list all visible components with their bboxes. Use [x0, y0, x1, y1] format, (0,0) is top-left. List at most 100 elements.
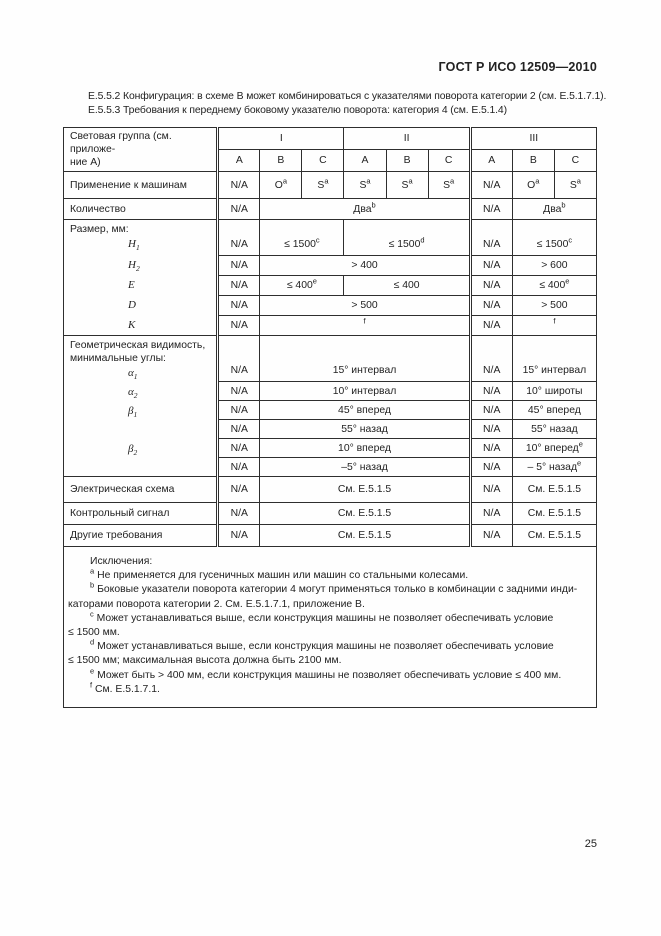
table-cell: > 500: [511, 295, 598, 316]
row-geometry-b1-back: N/A 55° назад N/A 55° назад: [64, 419, 598, 439]
table-cell: Oa: [511, 171, 555, 199]
table-cell: 10° интервал: [259, 381, 471, 401]
group-header-III: III: [468, 127, 598, 150]
subcol-header: A: [216, 149, 261, 172]
subcol-header: C: [301, 149, 345, 172]
table-cell: ≤ 400e: [259, 275, 345, 296]
table-cell: N/A: [216, 457, 261, 477]
table-cell: См. Е.5.1.5: [511, 502, 598, 525]
table-cell: ≤ 400: [343, 275, 471, 296]
header-row-groups: Световая группа (см. приложе- ние А) I I…: [62, 127, 598, 172]
geometry-title-line2: минимальные углы:: [70, 353, 166, 364]
size-var-e: E: [128, 279, 135, 291]
table-cell: 10° вперед: [259, 438, 471, 458]
table-cell: N/A: [468, 400, 513, 420]
table-cell: N/A: [468, 275, 513, 296]
page-number: 25: [584, 838, 597, 850]
table-cell: N/A: [216, 335, 261, 382]
row-size-k: N/A f N/A f: [64, 315, 598, 336]
table-cell: N/A: [216, 419, 261, 439]
header-row-subcols: A B C A B C A B C: [64, 149, 598, 172]
subcol-header: A: [468, 149, 513, 172]
table-cell: Sa: [553, 171, 598, 199]
table-cell: N/A: [216, 275, 261, 296]
geometry-section-label: Геометрическая видимость, минимальные уг…: [62, 335, 219, 477]
table-cell: Sa: [301, 171, 345, 199]
table-cell: Дваb: [259, 198, 471, 220]
spec-table-container: Световая группа (см. приложе- ние А) I I…: [62, 127, 598, 708]
table-cell: N/A: [468, 438, 513, 458]
table-cell: См. Е.5.1.5: [259, 524, 471, 547]
table-cell: N/A: [468, 381, 513, 401]
table-cell: N/A: [216, 438, 261, 458]
table-cell: ≤ 1500c: [259, 219, 345, 256]
row-other-requirements: Другие требования N/A См. Е.5.1.5 N/A См…: [62, 524, 598, 547]
row-label: Количество: [62, 198, 219, 220]
table-cell: N/A: [216, 524, 261, 547]
geometry-var-alpha1: α1: [128, 367, 138, 382]
table-cell: N/A: [468, 255, 513, 276]
row-label: Электрическая схема: [62, 476, 219, 503]
table-cell: 45° вперед: [511, 400, 598, 420]
subcol-header: B: [259, 149, 303, 172]
note-d: d Может устанавливаться выше, если конст…: [68, 637, 554, 667]
group-header-II: II: [343, 127, 471, 150]
table-cell: 15° интервал: [511, 335, 598, 382]
table-cell: N/A: [216, 255, 261, 276]
table-cell: ≤ 1500d: [343, 219, 471, 256]
table-cell: См. Е.5.1.5: [511, 476, 598, 503]
row-application: Применение к машинам N/A Oa Sa Sa Sa Sa …: [62, 171, 598, 199]
table-cell: N/A: [216, 502, 261, 525]
table-cell: f: [259, 315, 471, 336]
table-cell: Sa: [343, 171, 387, 199]
row-geometry-a1: Геометрическая видимость, минимальные уг…: [62, 335, 598, 477]
intro-text: Е.5.5.2 Конфигурация: в схеме В может ко…: [63, 90, 623, 118]
row-electrical: Электрическая схема N/A См. Е.5.1.5 N/A …: [62, 476, 598, 503]
table-cell: f: [511, 315, 598, 336]
spec-table: Световая группа (см. приложе- ние А) I I…: [62, 127, 598, 708]
table-cell: N/A: [216, 295, 261, 316]
table-cell: 10° впередe: [511, 438, 598, 458]
size-var-h1: H1: [128, 238, 140, 253]
table-cell: См. Е.5.1.5: [511, 524, 598, 547]
table-cell: N/A: [468, 335, 513, 382]
light-group-label: Световая группа (см. приложе- ние А): [70, 131, 172, 168]
subcol-header: C: [553, 149, 598, 172]
table-cell: 10° широты: [511, 381, 598, 401]
note-c: c Может устанавливаться выше, если конст…: [68, 609, 554, 639]
note-b: b Боковые указатели поворота категории 4…: [68, 580, 578, 610]
col-header-light-group: Световая группа (см. приложе- ние А): [62, 127, 219, 172]
note-e: e Может быть > 400 мм, если конструкция …: [90, 666, 562, 681]
table-cell: 45° вперед: [259, 400, 471, 420]
size-var-d: D: [128, 299, 136, 311]
table-cell: N/A: [468, 315, 513, 336]
geometry-var-alpha2: α2: [128, 386, 138, 401]
table-cell: N/A: [468, 419, 513, 439]
table-cell: N/A: [468, 219, 513, 256]
size-section-label: Размер, мм: H1 H2 E D K: [62, 219, 219, 336]
row-notes: Исключения: a Не применяется для гусенич…: [63, 546, 597, 708]
table-cell: N/A: [468, 198, 513, 220]
table-cell: 15° интервал: [259, 335, 471, 382]
table-cell: N/A: [216, 171, 261, 199]
table-cell: N/A: [216, 381, 261, 401]
size-section-title: Размер, мм:: [70, 224, 129, 235]
table-cell: ≤ 1500c: [511, 219, 598, 256]
table-cell: См. Е.5.1.5: [259, 476, 471, 503]
row-size-e: N/A ≤ 400e ≤ 400 N/A ≤ 400e: [64, 275, 598, 296]
subcol-header: C: [427, 149, 471, 172]
notes-section: Исключения: a Не применяется для гусенич…: [63, 546, 597, 708]
table-cell: Sa: [385, 171, 429, 199]
table-cell: –5° назад: [259, 457, 471, 477]
table-cell: 55° назад: [511, 419, 598, 439]
row-quantity: Количество N/A Дваb N/A Дваb: [62, 198, 598, 220]
note-f: f См. Е.5.1.7.1.: [90, 680, 160, 695]
note-a: a Не применяется для гусеничных машин ил…: [90, 566, 469, 582]
table-cell: N/A: [216, 198, 261, 220]
size-var-k: K: [128, 319, 136, 331]
geometry-title-line1: Геометрическая видимость,: [70, 340, 206, 351]
geometry-var-beta1: β1: [128, 405, 138, 420]
table-cell: N/A: [216, 315, 261, 336]
group-header-I: I: [216, 127, 345, 150]
